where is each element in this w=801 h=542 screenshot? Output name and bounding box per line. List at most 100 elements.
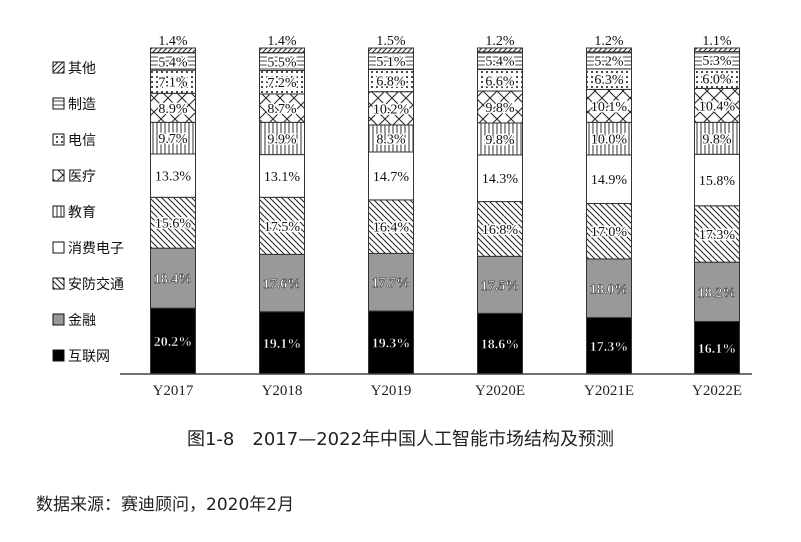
data-label: 17.5% [481,279,520,294]
bar-segment [150,307,196,375]
legend-label: 消费电子 [68,241,124,257]
data-label: 1.5% [376,34,406,49]
legend-label: 互联网 [68,349,110,365]
data-label: 6.8% [376,75,406,90]
data-label: 20.2% [154,335,193,350]
data-label: 5.3% [702,54,732,69]
bar-segment [586,154,632,205]
bar-segment [259,47,305,54]
data-label: 1.4% [267,34,297,49]
data-label: 5.2% [594,54,624,69]
bar-segment [586,121,632,156]
data-label: 6.0% [702,73,732,88]
data-label: 17.3% [699,228,736,243]
data-label: 15.8% [699,174,736,189]
legend-label: 制造 [68,97,96,113]
x-tick-label: Y2019 [371,383,412,399]
bar-segment [368,124,414,153]
data-label: 18.6% [481,338,520,353]
data-label: 9.8% [702,132,732,147]
x-tick-label: Y2017 [153,383,194,399]
data-label: 18.2% [698,286,737,301]
data-label: 10.4% [699,99,736,114]
bar-segment [586,258,632,319]
bar-segment [150,121,196,155]
bar-segment [694,121,740,155]
data-label: 1.4% [158,34,188,49]
legend-label: 其他 [68,61,96,77]
data-label: 8.7% [267,102,297,117]
bar-segment [477,255,523,314]
bar-segment [477,154,523,203]
legend-swatch [52,241,65,254]
x-tick-label: Y2022E [692,383,742,399]
legend-swatch [52,349,65,362]
bar-segment [477,90,523,124]
data-label: 17.6% [263,277,302,292]
data-label: 17.7% [372,276,411,291]
data-label: 8.3% [376,132,406,147]
data-label: 1.2% [485,34,515,49]
bar-segment [150,47,196,54]
data-label: 19.1% [263,337,302,352]
data-label: 7.1% [158,76,188,91]
legend-label: 医疗 [68,169,96,185]
bar-segment [259,253,305,313]
bar-segment [694,321,740,375]
stacked-bar-chart: 20.2% 18.4% 15.6% 13.3% 9.7% 8.9% 7.1% 5.4% 1.4%… [52,34,752,399]
bar-segment [368,199,414,254]
data-label: 16.1% [698,342,737,357]
data-label: 5.4% [158,55,188,70]
data-label: 14.9% [591,173,628,188]
bar-segment [694,47,740,53]
data-label: 19.3% [372,337,411,352]
legend-label: 安防交通 [68,276,124,293]
bar-segment [259,93,305,123]
bar-segment [477,312,523,375]
bar-segment [694,205,740,263]
data-label: 5.4% [485,55,515,70]
data-label: 1.1% [702,34,732,49]
bar-segment [259,121,305,156]
bar-segment [477,122,523,156]
data-label: 5.5% [267,56,297,71]
data-label: 13.1% [264,170,301,185]
bar-segment [694,87,740,123]
data-label: 7.2% [267,76,297,91]
bar-segment [368,91,414,126]
legend-swatch [52,313,65,326]
data-label: 10.2% [373,102,410,117]
x-tick-label: Y2018 [262,383,303,399]
bar-segment [694,153,740,207]
legend-label: 金融 [68,313,96,329]
legend-swatch [52,133,65,146]
data-label: 18.0% [590,282,629,297]
legend-swatch [52,169,65,182]
data-label: 14.7% [373,170,410,185]
data-label: 9.8% [485,101,515,116]
data-label: 17.3% [590,340,629,355]
legend-swatch [52,61,65,74]
bar-segment [477,47,523,53]
legend-label: 电信 [68,133,96,149]
bar-segment [259,196,305,255]
data-label: 8.9% [158,102,188,117]
figure-caption: 图1-8 2017—2022年中国人工智能市场结构及预测 [186,429,614,450]
data-label: 17.0% [591,225,628,240]
bar-segment [368,252,414,312]
bar-segment [586,88,632,123]
legend-swatch [52,205,65,218]
data-label: 9.7% [158,132,188,147]
legend-swatch [52,97,65,110]
data-label: 18.4% [154,272,193,287]
data-label: 17.5% [264,220,301,235]
data-label: 16.8% [482,223,519,238]
data-label: 14.3% [482,172,519,187]
data-label: 1.2% [594,34,624,49]
data-source: 数据来源：赛迪顾问，2020年2月 [36,495,295,515]
data-label: 5.1% [376,55,406,70]
bar-segment [150,92,196,123]
data-label: 13.3% [155,170,192,185]
x-tick-label: Y2020E [475,383,525,399]
bar-segment [586,47,632,53]
